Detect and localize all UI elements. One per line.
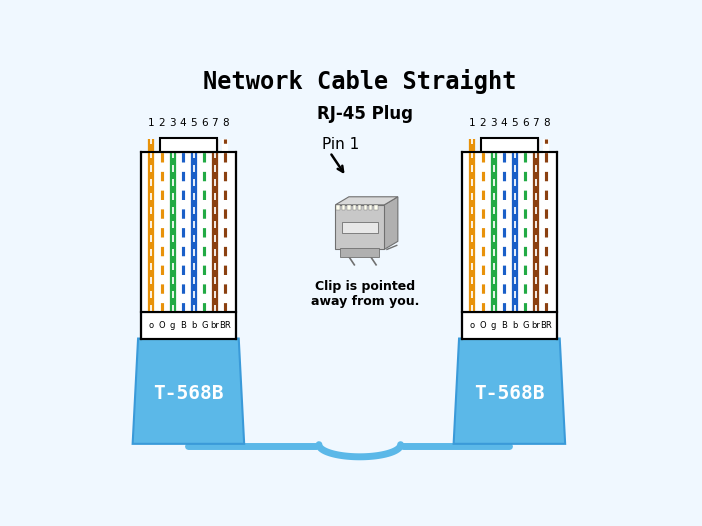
FancyBboxPatch shape	[342, 205, 345, 210]
Text: O: O	[479, 321, 486, 330]
Text: 3: 3	[490, 118, 497, 128]
Text: br: br	[211, 321, 219, 330]
Text: 7: 7	[533, 118, 539, 128]
Text: 8: 8	[543, 118, 550, 128]
FancyBboxPatch shape	[340, 248, 379, 257]
Bar	[141, 312, 236, 339]
FancyBboxPatch shape	[369, 205, 372, 210]
FancyBboxPatch shape	[481, 138, 538, 152]
FancyBboxPatch shape	[342, 222, 378, 233]
Text: 3: 3	[169, 118, 176, 128]
Text: B: B	[180, 321, 186, 330]
Text: g: g	[170, 321, 176, 330]
Text: T-568B: T-568B	[153, 383, 224, 403]
Text: 6: 6	[201, 118, 208, 128]
Text: g: g	[491, 321, 496, 330]
Text: RJ-45 Plug: RJ-45 Plug	[317, 105, 413, 123]
Text: 5: 5	[190, 118, 197, 128]
Text: Clip is pointed
away from you.: Clip is pointed away from you.	[311, 280, 419, 308]
Text: 2: 2	[159, 118, 165, 128]
Text: B: B	[501, 321, 507, 330]
Text: Pin 1: Pin 1	[322, 137, 359, 151]
Polygon shape	[336, 197, 398, 205]
FancyBboxPatch shape	[352, 205, 356, 210]
Text: G: G	[201, 321, 208, 330]
Text: b: b	[191, 321, 197, 330]
FancyBboxPatch shape	[358, 205, 362, 210]
Text: BR: BR	[220, 321, 231, 330]
Text: 6: 6	[522, 118, 529, 128]
Polygon shape	[453, 339, 565, 444]
FancyBboxPatch shape	[336, 205, 384, 249]
Text: 4: 4	[180, 118, 187, 128]
FancyBboxPatch shape	[160, 138, 217, 152]
Polygon shape	[384, 197, 398, 249]
Text: o: o	[470, 321, 475, 330]
FancyBboxPatch shape	[336, 205, 340, 210]
Text: 7: 7	[211, 118, 218, 128]
Text: G: G	[522, 321, 529, 330]
Text: 1: 1	[469, 118, 476, 128]
Text: 1: 1	[148, 118, 154, 128]
FancyBboxPatch shape	[347, 205, 350, 210]
Text: T-568B: T-568B	[474, 383, 545, 403]
FancyBboxPatch shape	[141, 152, 236, 312]
FancyBboxPatch shape	[374, 205, 378, 210]
Text: O: O	[159, 321, 165, 330]
FancyBboxPatch shape	[462, 152, 557, 312]
Bar	[462, 312, 557, 339]
Text: b: b	[512, 321, 517, 330]
FancyBboxPatch shape	[364, 205, 367, 210]
Text: BR: BR	[541, 321, 552, 330]
Text: 2: 2	[479, 118, 486, 128]
Text: br: br	[531, 321, 541, 330]
Text: 4: 4	[501, 118, 508, 128]
Text: o: o	[149, 321, 154, 330]
Text: 8: 8	[222, 118, 229, 128]
Text: 5: 5	[511, 118, 518, 128]
Text: Network Cable Straight: Network Cable Straight	[203, 69, 517, 94]
Polygon shape	[133, 339, 244, 444]
